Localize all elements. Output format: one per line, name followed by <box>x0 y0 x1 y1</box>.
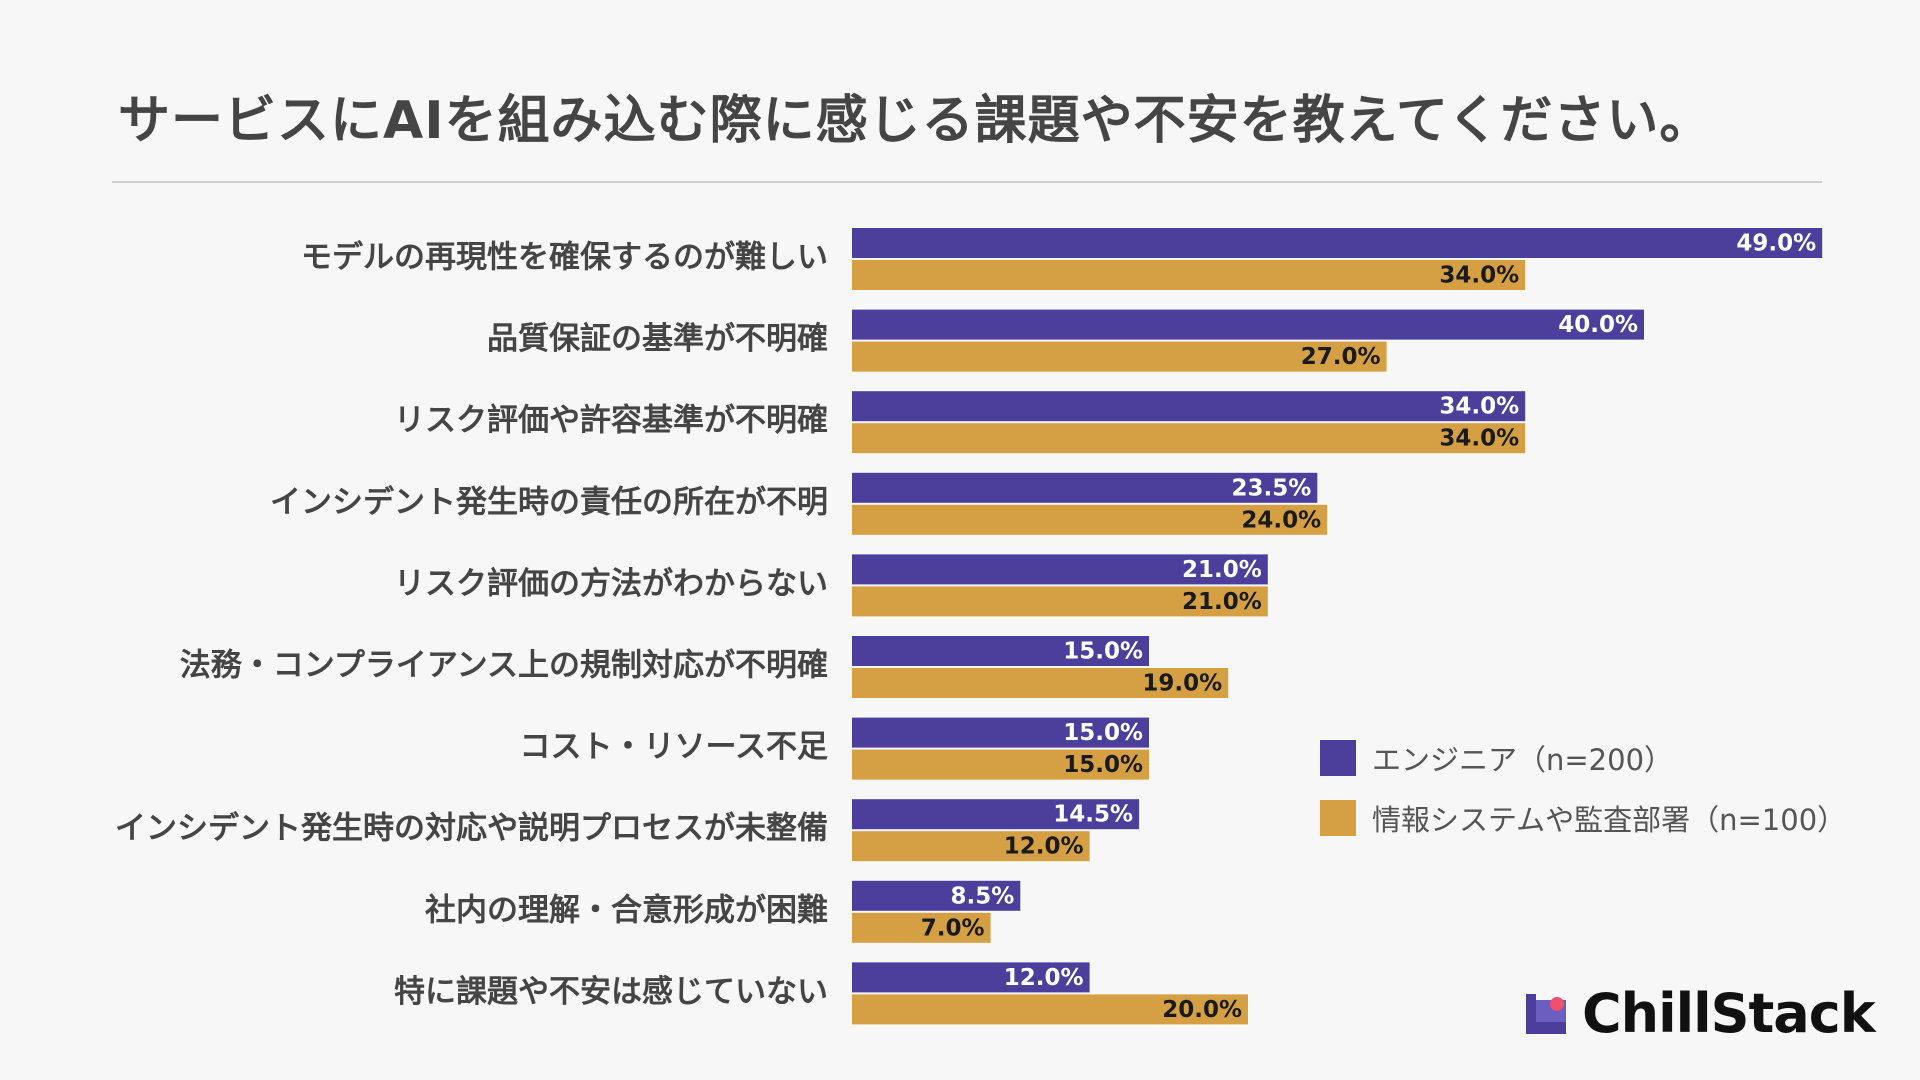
data-label-engineer: 12.0% <box>1004 965 1084 991</box>
logo-text: ChillStack <box>1582 982 1876 1045</box>
bar-audit <box>852 831 1090 862</box>
data-label-engineer: 8.5% <box>951 883 1015 909</box>
data-label-audit: 24.0% <box>1241 507 1321 533</box>
data-label-engineer: 14.5% <box>1053 802 1133 828</box>
category-label: 特に課題や不安は感じていない <box>394 974 828 1010</box>
data-label-engineer: 23.5% <box>1232 475 1312 501</box>
bar-audit <box>852 586 1268 617</box>
category-label: インシデント発生時の責任の所在が不明 <box>270 484 828 520</box>
bar-audit <box>852 260 1526 290</box>
data-label-engineer: 40.0% <box>1558 312 1638 338</box>
bar-engineer <box>852 554 1268 585</box>
legend-swatch-engineer <box>1320 740 1356 776</box>
data-label-engineer: 15.0% <box>1063 639 1143 665</box>
category-label: 法務・コンプライアンス上の規制対応が不明確 <box>180 648 828 684</box>
data-label-audit: 34.0% <box>1439 263 1519 289</box>
bar-engineer <box>852 880 1021 911</box>
bar-audit <box>852 749 1149 780</box>
bar-audit <box>852 423 1526 454</box>
data-label-audit: 21.0% <box>1182 589 1262 615</box>
bar-engineer <box>852 636 1149 666</box>
data-label-audit: 34.0% <box>1439 426 1519 452</box>
bar-engineer <box>852 391 1526 422</box>
chillstack-logo: ChillStack <box>1524 982 1876 1045</box>
bar-engineer <box>852 962 1090 993</box>
chart-title: サービスにAIを組み込む際に感じる課題や不安を教えてください。 <box>118 91 1713 151</box>
legend: エンジニア（n=200） 情報システムや監査部署（n=100） <box>1320 728 1846 848</box>
category-label: インシデント発生時の対応や説明プロセスが未整備 <box>115 811 828 847</box>
bar-audit <box>852 668 1229 698</box>
bar-engineer <box>852 799 1140 830</box>
bar-audit <box>852 912 991 943</box>
data-label-audit: 7.0% <box>921 915 985 941</box>
data-label-engineer: 15.0% <box>1063 720 1143 746</box>
data-label-engineer: 49.0% <box>1736 231 1816 257</box>
data-label-audit: 12.0% <box>1004 834 1084 860</box>
data-label-engineer: 21.0% <box>1182 557 1262 583</box>
category-label: リスク評価や許容基準が不明確 <box>394 403 828 439</box>
category-label: 社内の理解・合意形成が困難 <box>425 892 828 928</box>
data-label-audit: 20.0% <box>1162 997 1242 1023</box>
bar-audit <box>852 341 1387 372</box>
data-label-audit: 19.0% <box>1142 671 1222 697</box>
bar-engineer <box>852 309 1644 340</box>
legend-item-engineer: エンジニア（n=200） <box>1320 728 1846 788</box>
legend-label-audit: 情報システムや監査部署（n=100） <box>1372 803 1847 837</box>
bar-engineer <box>852 472 1318 503</box>
legend-swatch-audit <box>1320 800 1356 836</box>
data-label-audit: 27.0% <box>1301 344 1381 370</box>
category-label: 品質保証の基準が不明確 <box>487 321 828 357</box>
bar-audit <box>852 994 1248 1025</box>
category-label: リスク評価の方法がわからない <box>394 566 828 602</box>
category-label: コスト・リソース不足 <box>520 729 828 765</box>
legend-item-audit: 情報システムや監査部署（n=100） <box>1320 788 1846 848</box>
bar-engineer <box>852 717 1149 748</box>
data-label-audit: 15.0% <box>1063 752 1143 778</box>
legend-label-engineer: エンジニア（n=200） <box>1372 743 1674 777</box>
logo-mark-icon <box>1526 993 1566 1034</box>
title-divider <box>112 181 1822 183</box>
bar-engineer <box>852 228 1823 258</box>
data-label-engineer: 34.0% <box>1439 394 1519 420</box>
bar-audit <box>852 504 1328 535</box>
category-label: モデルの再現性を確保するのが難しい <box>301 240 828 276</box>
